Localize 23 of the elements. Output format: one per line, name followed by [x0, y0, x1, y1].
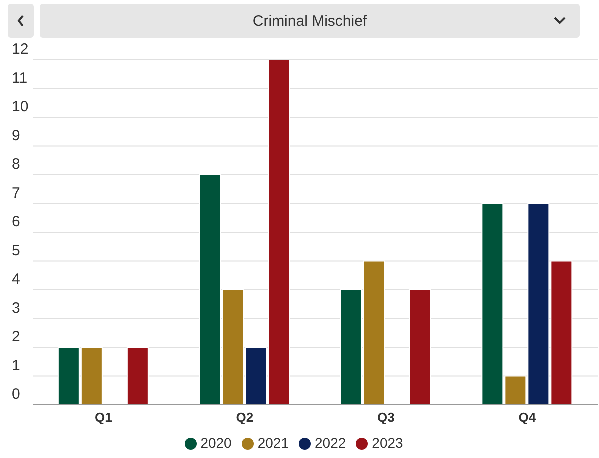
- x-tick-label: Q2: [236, 410, 254, 426]
- legend-label: 2021: [258, 435, 289, 451]
- y-tick-label: 7: [12, 184, 20, 202]
- x-tick-label: Q4: [518, 410, 537, 426]
- y-tick-label: 4: [12, 271, 20, 288]
- legend-label: 2022: [315, 435, 346, 451]
- chart-title: Criminal Mischief: [252, 12, 368, 30]
- y-tick-label: 1: [12, 357, 20, 374]
- y-tick-label: 2: [12, 328, 20, 346]
- y-tick-label: 10: [12, 98, 29, 116]
- y-tick-label: 12: [12, 41, 29, 58]
- y-tick-label: 5: [12, 242, 20, 260]
- y-tick-label: 3: [12, 300, 20, 317]
- y-tick-label: 11: [12, 70, 28, 87]
- y-tick-label: 8: [12, 156, 20, 173]
- legend-label: 2023: [372, 435, 404, 451]
- y-tick-label: 9: [12, 127, 20, 144]
- dropdown: Criminal Mischief: [40, 4, 580, 38]
- y-tick-label: 0: [12, 386, 20, 403]
- x-tick-label: Q1: [94, 410, 112, 426]
- y-tick-label: 6: [12, 214, 20, 230]
- legend-label: 2020: [200, 435, 232, 451]
- x-tick-label: Q3: [377, 410, 395, 426]
